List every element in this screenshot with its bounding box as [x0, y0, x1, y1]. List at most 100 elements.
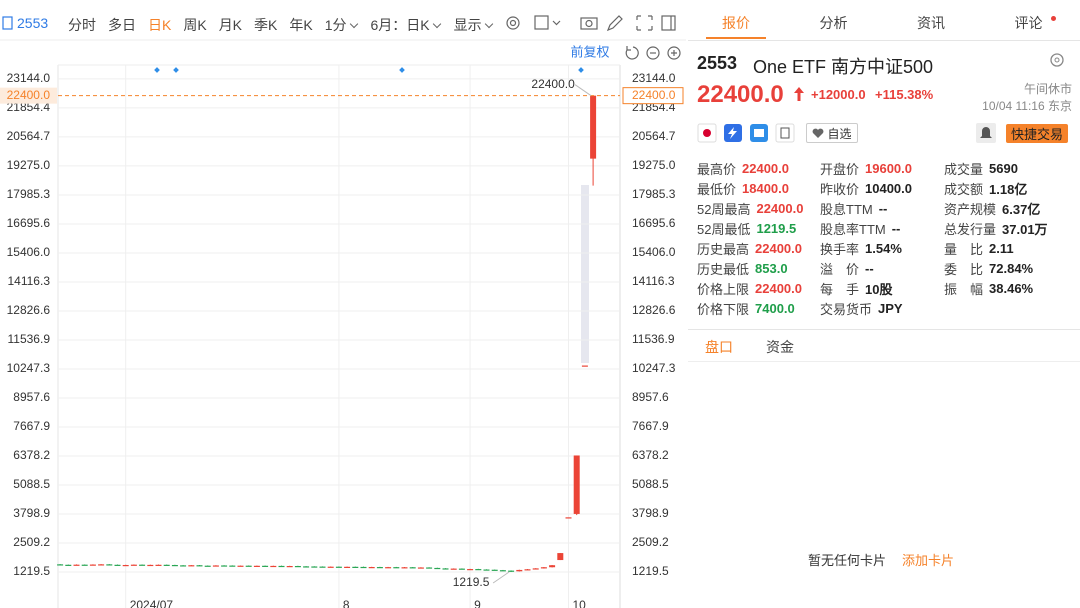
zoom-out-icon[interactable]	[646, 46, 660, 60]
candle-body	[335, 566, 342, 568]
y-tick-label-right: 1219.5	[632, 564, 669, 578]
book-tabs: 盘口 资金	[705, 337, 794, 357]
gear-core	[1054, 57, 1060, 63]
book-tab[interactable]: 资金	[766, 339, 794, 355]
stat-row: 成交量 5690	[944, 158, 1048, 178]
stat-row: 股息TTM --	[820, 198, 912, 218]
stat-row: 最低价 18400.0	[697, 178, 803, 198]
box-icon[interactable]	[534, 15, 549, 30]
notification-dot	[1051, 16, 1056, 21]
y-tick-label-right: 17985.3	[632, 187, 676, 201]
candle-body	[237, 565, 244, 567]
y-tick-label-right: 15406.0	[632, 245, 676, 259]
chart: 前复权 1219.5 1219.5 2509.2 2509.2 3798.9 3798.9…	[0, 15, 686, 608]
period-tab[interactable]: 季K	[254, 17, 278, 33]
up-arrow-shape	[794, 87, 804, 101]
settings-gear[interactable]	[1049, 52, 1065, 68]
candle-body	[319, 566, 326, 568]
stat-value: 19600.0	[865, 160, 913, 176]
stat-label: 每 手	[820, 281, 860, 297]
watch-label: 自选	[827, 126, 852, 141]
tab[interactable]: 分析	[819, 15, 848, 31]
book-tab[interactable]: 盘口	[705, 339, 733, 355]
stat-row: 溢 价 --	[820, 258, 912, 278]
candle-body	[508, 570, 515, 572]
dropdown[interactable]: 6月：日K	[371, 15, 442, 35]
period-tab[interactable]: 年K	[289, 17, 313, 33]
stat-row: 成交额 1.18亿	[944, 178, 1048, 198]
reset-icon[interactable]	[625, 46, 639, 60]
camera-icon[interactable]	[580, 17, 598, 30]
stat-value: 18400.0	[742, 180, 790, 196]
pencil-icon[interactable]	[606, 15, 623, 32]
period-tab[interactable]: 分时	[68, 17, 96, 33]
period-tab[interactable]: 周K	[183, 17, 207, 33]
price-tag-right: 22400.0	[632, 88, 676, 102]
candle-body	[557, 553, 564, 561]
y-tick-label: 23144.0	[7, 71, 51, 85]
y-tick-label-right: 19275.0	[632, 158, 676, 172]
stat-label: 价格上限	[697, 281, 750, 297]
y-tick-label: 19275.0	[7, 158, 51, 172]
bell-button[interactable]	[976, 123, 996, 143]
settings-icon[interactable]	[506, 16, 520, 30]
expand-icon[interactable]	[636, 15, 653, 31]
stat-value: --	[891, 220, 901, 236]
box-chevron[interactable]	[552, 20, 561, 26]
tab[interactable]: 报价	[722, 15, 750, 31]
stat-value: 1.54%	[865, 240, 902, 256]
y-tick-label: 1219.5	[13, 564, 50, 578]
y-tick-label-right: 10247.3	[632, 361, 676, 375]
candle-body	[442, 568, 449, 570]
price-tag-left: 22400.0	[7, 88, 51, 102]
y-tick-label-right: 5088.5	[632, 477, 669, 491]
stat-row: 开盘价 19600.0	[820, 158, 912, 178]
stock-code: 2553	[697, 53, 738, 73]
candle-body	[491, 569, 498, 571]
stat-row: 52周最高 22400.0	[697, 198, 803, 218]
stats-column: 成交量 5690 成交额 1.18亿 资产规模 6.37亿 总发行量 37.01万量 比 2.1…	[944, 158, 1048, 298]
tab[interactable]: 资讯	[917, 15, 945, 31]
y-tick-label: 12826.6	[7, 303, 51, 317]
watch-button[interactable]: 自选	[806, 123, 858, 143]
note-shape	[780, 127, 790, 139]
candle-body	[106, 564, 113, 566]
add-card[interactable]: 添加卡片	[902, 553, 955, 568]
dropdown[interactable]: 1分	[325, 15, 359, 35]
stock-name: One ETF 南方中证500	[753, 57, 934, 77]
stat-label: 总发行量	[944, 221, 997, 237]
candle-body	[294, 566, 301, 568]
panel-icon[interactable]	[661, 15, 676, 31]
tab[interactable]: 评论	[1014, 15, 1043, 31]
period-tab[interactable]: 月K	[218, 17, 243, 33]
code-icon[interactable]	[2, 16, 13, 30]
period-tab[interactable]: 日K	[148, 17, 172, 33]
adjust-link[interactable]: 前复权	[570, 44, 609, 59]
stat-value: 38.46%	[989, 280, 1034, 296]
tab-underline	[706, 37, 766, 39]
candle-body	[65, 564, 72, 566]
event-marker	[173, 67, 179, 73]
candle-body	[360, 566, 367, 569]
stat-label: 昨收价	[820, 181, 860, 197]
divider	[688, 361, 1080, 362]
toolbar-icons	[2, 15, 681, 60]
toolbar-code[interactable]: 2553	[17, 15, 49, 31]
quick-trade-button[interactable]: 快捷交易	[1006, 124, 1068, 143]
settings-icon-core	[509, 19, 517, 27]
stat-value: 2.11	[989, 240, 1014, 256]
zoom-in-icon[interactable]	[667, 46, 681, 60]
period-tab[interactable]: 多日	[108, 17, 136, 33]
candle-body	[196, 565, 203, 567]
stat-label: 开盘价	[820, 161, 860, 177]
stat-label: 价格下限	[697, 301, 750, 317]
note-icon[interactable]	[775, 123, 795, 143]
price-tag-right-bg	[622, 87, 684, 105]
dropdown[interactable]: 显示	[454, 15, 494, 35]
candle-body	[155, 564, 162, 566]
market-status: 午间休市	[1023, 82, 1072, 96]
x-tick-label: 9	[474, 598, 481, 608]
candle-body	[458, 568, 465, 570]
candle-body	[352, 566, 359, 568]
candle-body	[344, 566, 351, 568]
